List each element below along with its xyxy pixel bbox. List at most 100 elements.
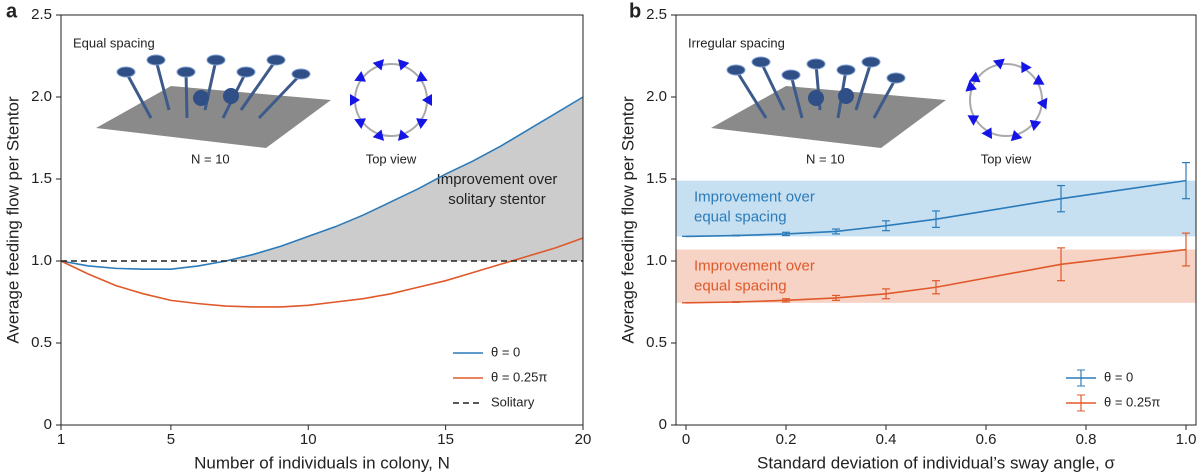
band-label: equal spacing bbox=[694, 209, 787, 226]
error-bar bbox=[782, 298, 790, 303]
top-view-marker bbox=[1032, 74, 1045, 85]
series-line bbox=[60, 237, 584, 308]
top-view-marker bbox=[354, 118, 366, 129]
stentor-body bbox=[193, 90, 209, 106]
stentor-stalk bbox=[184, 71, 189, 119]
y-tick-label: 0 bbox=[659, 416, 667, 433]
stentor-head bbox=[291, 68, 311, 80]
stentor-body bbox=[223, 88, 239, 104]
stentor-head bbox=[116, 66, 136, 78]
error-bar bbox=[1057, 247, 1065, 282]
inset-view-label: Top view bbox=[981, 151, 1032, 166]
error-bar bbox=[1057, 184, 1065, 213]
y-tick-label: 2.0 bbox=[646, 88, 667, 105]
top-view-marker bbox=[397, 59, 410, 71]
inset-title: Equal spacing bbox=[73, 35, 155, 50]
top-view-marker bbox=[967, 115, 980, 126]
x-tick-label: 20 bbox=[575, 431, 592, 448]
error-bar bbox=[1182, 162, 1190, 200]
x-tick-label: 15 bbox=[437, 431, 454, 448]
stentor-body bbox=[808, 90, 824, 106]
y-axis-label: Average feeding flow per Stentor bbox=[618, 96, 637, 344]
top-view-ring bbox=[354, 63, 428, 137]
inset-caption: N = 10 bbox=[806, 151, 845, 166]
error-bar bbox=[832, 228, 840, 235]
y-tick-label: 2.5 bbox=[646, 6, 667, 23]
legend-label: θ = 0.25π bbox=[491, 369, 547, 384]
legend-label: θ = 0 bbox=[1104, 369, 1133, 384]
error-bar bbox=[732, 301, 740, 303]
x-tick-label: 0 bbox=[682, 431, 690, 448]
legend-label: θ = 0 bbox=[491, 344, 520, 359]
legend-label: θ = 0.25π bbox=[1104, 394, 1160, 409]
x-tick-label: 1 bbox=[57, 431, 65, 448]
plot-frame bbox=[60, 14, 584, 426]
top-view-marker bbox=[416, 118, 428, 129]
top-view-marker bbox=[372, 129, 385, 141]
error-bar bbox=[1182, 232, 1190, 267]
error-bar bbox=[732, 234, 740, 237]
plane bbox=[711, 86, 946, 148]
panel-label: b bbox=[629, 0, 641, 22]
top-view-marker bbox=[422, 94, 432, 106]
stentor-stalk bbox=[734, 69, 768, 119]
x-tick-label: 10 bbox=[300, 431, 317, 448]
top-view-marker bbox=[372, 59, 385, 71]
error-bar bbox=[882, 220, 890, 232]
top-view-marker bbox=[968, 71, 981, 83]
stentor-stalk bbox=[257, 72, 303, 120]
legend-label: Solitary bbox=[491, 394, 535, 409]
series-line bbox=[685, 179, 1187, 238]
top-view-marker bbox=[1021, 61, 1032, 74]
stentor-head bbox=[751, 56, 771, 68]
y-tick-label: 2.5 bbox=[31, 6, 52, 23]
error-bar bbox=[932, 280, 940, 295]
band-label: equal spacing bbox=[694, 277, 787, 294]
stentor-head bbox=[861, 56, 881, 68]
stentor-stalk bbox=[872, 77, 898, 119]
stentor-stalk bbox=[154, 59, 171, 111]
inset-caption: N = 10 bbox=[191, 151, 230, 166]
top-view-ring bbox=[969, 63, 1043, 137]
plot-frame bbox=[675, 14, 1197, 426]
stentor-head bbox=[266, 54, 286, 66]
annotation: solitary stentor bbox=[448, 191, 546, 208]
top-view-marker bbox=[354, 71, 366, 82]
stentor-head bbox=[726, 64, 746, 76]
top-view-marker bbox=[416, 71, 428, 82]
y-tick-label: 0.5 bbox=[646, 334, 667, 351]
y-tick-label: 1.0 bbox=[646, 252, 667, 269]
top-view-marker bbox=[397, 129, 410, 141]
stentor-head bbox=[206, 54, 226, 66]
error-bar bbox=[782, 231, 790, 237]
inset-view-label: Top view bbox=[366, 151, 417, 166]
band-label: Improvement over bbox=[694, 257, 815, 274]
error-bar bbox=[832, 294, 840, 301]
stentor-stalk bbox=[854, 61, 873, 111]
inset-title: Irregular spacing bbox=[688, 35, 785, 50]
stentor-stalk bbox=[239, 59, 278, 111]
band-label: Improvement over bbox=[694, 189, 815, 206]
y-tick-label: 0.5 bbox=[31, 334, 52, 351]
y-tick-label: 1.5 bbox=[31, 170, 52, 187]
stentor-head bbox=[886, 72, 906, 84]
y-axis-label: Average feeding flow per Stentor bbox=[3, 96, 22, 344]
y-tick-label: 0 bbox=[44, 416, 52, 433]
stentor-head bbox=[836, 64, 856, 76]
stentor-head bbox=[781, 69, 801, 81]
top-view-marker bbox=[1036, 97, 1048, 110]
stentor-head bbox=[236, 66, 256, 78]
plane bbox=[96, 86, 331, 148]
top-view-marker bbox=[1010, 129, 1023, 142]
y-tick-label: 2.0 bbox=[31, 88, 52, 105]
annotation: Improvement over bbox=[437, 171, 558, 188]
x-tick-label: 5 bbox=[167, 431, 175, 448]
top-view-marker bbox=[965, 80, 977, 92]
series-line bbox=[60, 96, 584, 270]
top-view-marker bbox=[1029, 119, 1042, 131]
stentor-body bbox=[838, 88, 854, 104]
top-view-marker bbox=[992, 58, 1005, 70]
x-tick-label: 0.6 bbox=[976, 431, 997, 448]
stentor-head bbox=[806, 58, 826, 70]
